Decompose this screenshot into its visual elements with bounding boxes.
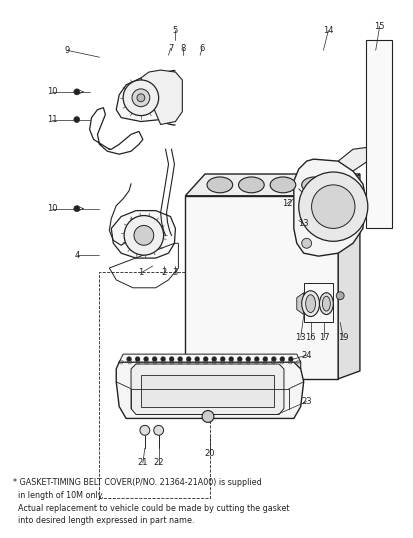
Circle shape <box>254 357 259 362</box>
Polygon shape <box>119 355 300 369</box>
Circle shape <box>152 357 157 362</box>
Circle shape <box>186 357 191 362</box>
Text: into desired length expressed in part name.: into desired length expressed in part na… <box>13 516 194 526</box>
Circle shape <box>177 357 182 362</box>
Ellipse shape <box>319 293 332 315</box>
Text: 13: 13 <box>298 219 308 228</box>
Text: Actual replacement to vehicle could be made by cutting the gasket: Actual replacement to vehicle could be m… <box>13 504 288 513</box>
Ellipse shape <box>206 177 232 193</box>
Ellipse shape <box>305 295 315 313</box>
Circle shape <box>74 206 80 211</box>
Ellipse shape <box>301 177 327 193</box>
Circle shape <box>132 89 150 107</box>
Circle shape <box>140 426 150 435</box>
Polygon shape <box>140 375 273 407</box>
Text: 22: 22 <box>153 458 164 468</box>
Polygon shape <box>185 196 337 379</box>
Polygon shape <box>116 362 303 419</box>
Circle shape <box>137 94 145 102</box>
Text: 10: 10 <box>47 204 57 213</box>
Circle shape <box>160 357 165 362</box>
Text: 17: 17 <box>318 333 329 342</box>
Circle shape <box>153 426 163 435</box>
Circle shape <box>211 357 216 362</box>
Text: 11: 11 <box>47 115 57 124</box>
Polygon shape <box>337 147 377 171</box>
Polygon shape <box>131 364 283 414</box>
Ellipse shape <box>301 291 319 316</box>
Circle shape <box>202 410 214 422</box>
Circle shape <box>311 185 354 229</box>
Circle shape <box>279 357 284 362</box>
Text: 15: 15 <box>373 22 384 31</box>
Polygon shape <box>365 40 392 229</box>
Circle shape <box>74 117 80 123</box>
Text: 8: 8 <box>180 44 185 53</box>
Polygon shape <box>119 354 300 362</box>
Circle shape <box>262 357 267 362</box>
Circle shape <box>220 357 225 362</box>
Text: 5: 5 <box>172 26 178 35</box>
Circle shape <box>271 357 275 362</box>
Polygon shape <box>337 174 359 379</box>
Text: 12: 12 <box>281 199 292 208</box>
Ellipse shape <box>322 296 330 311</box>
Ellipse shape <box>270 177 295 193</box>
Circle shape <box>194 357 199 362</box>
Circle shape <box>298 172 367 241</box>
Circle shape <box>135 357 140 362</box>
Circle shape <box>237 357 242 362</box>
Circle shape <box>134 225 153 245</box>
Text: 19: 19 <box>337 333 348 342</box>
Circle shape <box>245 357 250 362</box>
Circle shape <box>126 357 131 362</box>
Polygon shape <box>111 210 175 258</box>
Text: 24: 24 <box>301 351 311 359</box>
Text: 9: 9 <box>64 46 69 55</box>
Circle shape <box>143 357 148 362</box>
Text: 2: 2 <box>161 268 166 278</box>
Text: 1: 1 <box>138 268 143 278</box>
Text: in length of 10M only.: in length of 10M only. <box>13 491 103 500</box>
Circle shape <box>335 292 343 300</box>
Polygon shape <box>116 78 170 122</box>
Polygon shape <box>303 283 332 322</box>
Text: 13: 13 <box>295 333 305 342</box>
Text: 23: 23 <box>301 397 311 406</box>
Circle shape <box>228 357 233 362</box>
Text: 16: 16 <box>304 333 315 342</box>
Text: 6: 6 <box>199 44 204 53</box>
Circle shape <box>123 80 158 116</box>
Text: 21: 21 <box>137 458 148 468</box>
Circle shape <box>74 89 80 95</box>
Circle shape <box>124 216 163 255</box>
Text: 3: 3 <box>172 268 178 278</box>
Circle shape <box>203 357 208 362</box>
Text: 7: 7 <box>167 44 173 53</box>
Circle shape <box>169 357 174 362</box>
Polygon shape <box>140 70 182 124</box>
Polygon shape <box>293 159 365 256</box>
Text: 20: 20 <box>204 449 215 458</box>
Polygon shape <box>185 174 359 196</box>
Circle shape <box>301 238 311 248</box>
Text: 14: 14 <box>322 26 333 35</box>
Ellipse shape <box>238 177 263 193</box>
Circle shape <box>288 357 293 362</box>
Text: 10: 10 <box>47 87 57 96</box>
Text: * GASKET-TIMING BELT COVER(P/NO. 21364-21A00) is supplied: * GASKET-TIMING BELT COVER(P/NO. 21364-2… <box>13 478 261 487</box>
Polygon shape <box>296 293 303 315</box>
Text: 4: 4 <box>74 251 79 260</box>
